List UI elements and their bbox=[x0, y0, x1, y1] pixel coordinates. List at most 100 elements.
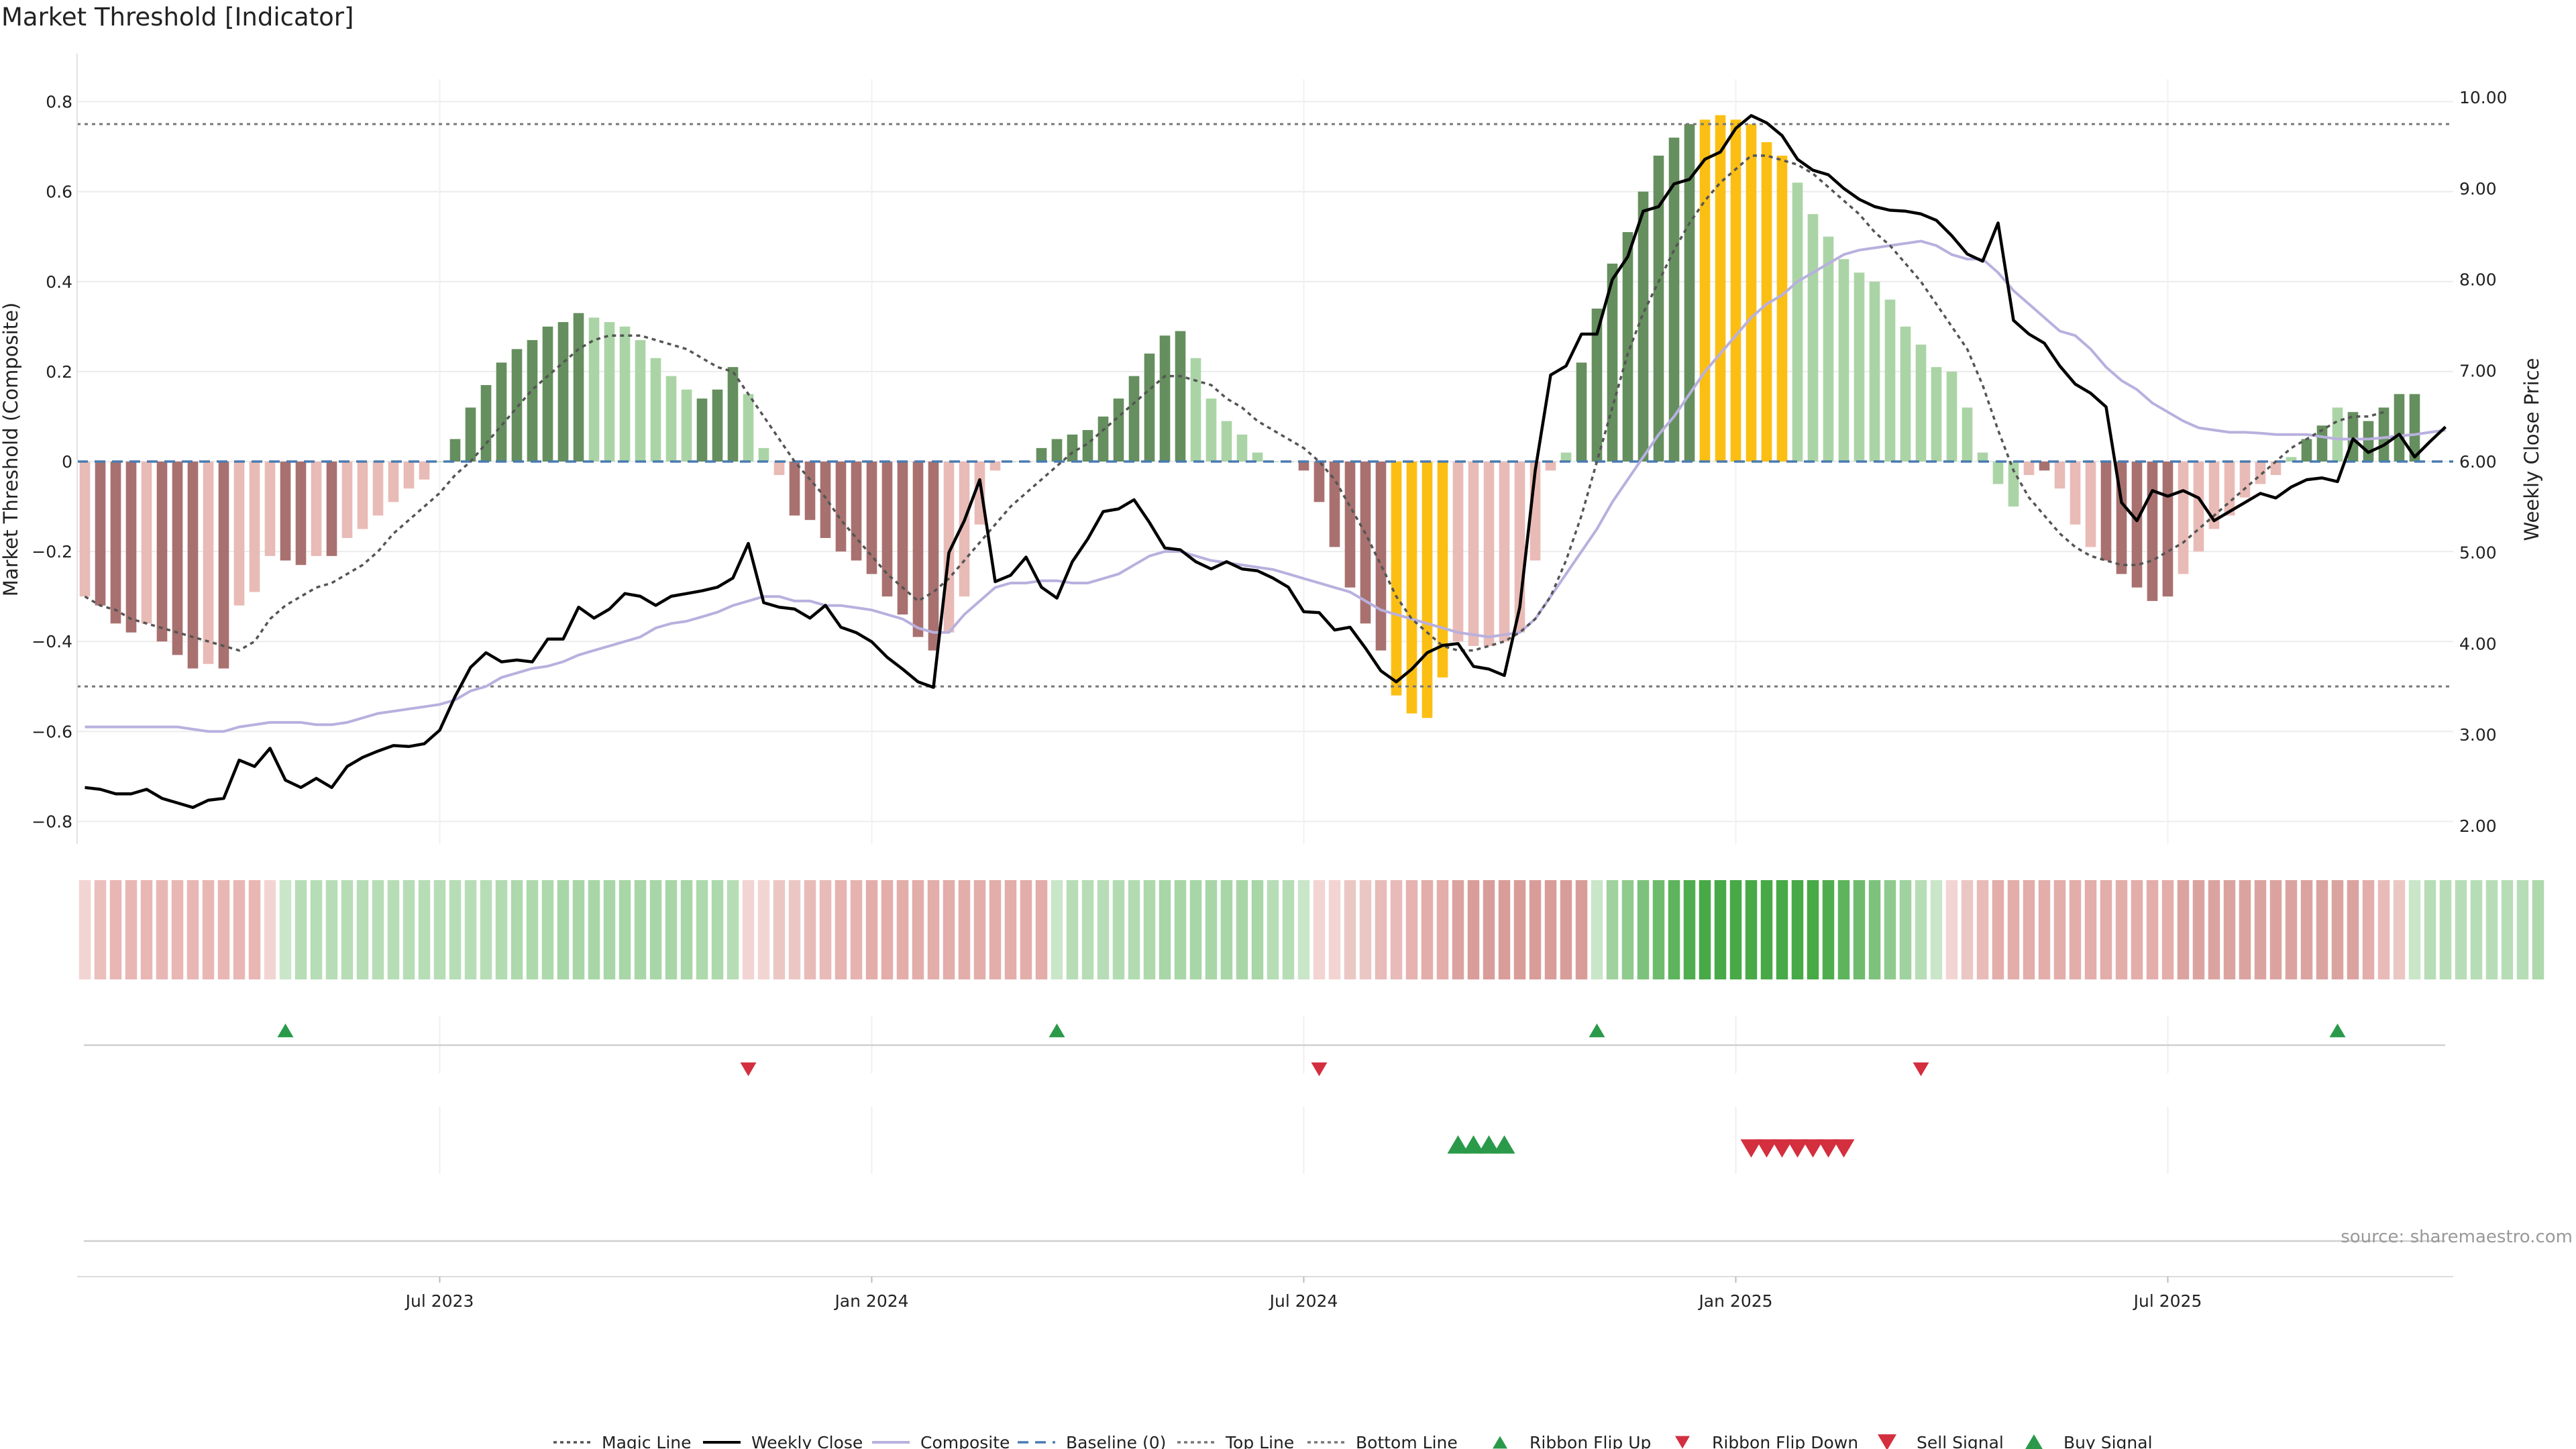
ribbon-cell bbox=[2377, 880, 2390, 979]
composite-bar bbox=[1838, 259, 1849, 462]
composite-bar bbox=[1730, 119, 1741, 462]
composite-bar bbox=[1421, 462, 1433, 718]
composite-bar bbox=[1082, 430, 1093, 462]
composite-bar bbox=[1468, 462, 1479, 646]
ribbon-cell bbox=[356, 880, 369, 979]
composite-bar bbox=[588, 317, 600, 462]
composite-line bbox=[85, 239, 2446, 733]
buy-signal-marker bbox=[1478, 1135, 1500, 1154]
y-right-axis-label: Weekly Close Price bbox=[2520, 358, 2543, 541]
composite-bar bbox=[2301, 439, 2312, 462]
ribbon-cell bbox=[1390, 880, 1403, 979]
composite-bar bbox=[959, 462, 970, 597]
ribbon-cell bbox=[1791, 880, 1804, 979]
y-left-axis-label: Market Threshold (Composite) bbox=[0, 303, 22, 596]
ribbon-cell bbox=[1498, 880, 1511, 979]
ribbon-cell bbox=[2331, 880, 2344, 979]
composite-bar bbox=[820, 462, 831, 538]
ribbon-cell bbox=[202, 880, 215, 979]
ribbon-cell bbox=[1020, 880, 1032, 979]
composite-bar bbox=[110, 462, 121, 624]
ribbon-cell bbox=[511, 880, 523, 979]
ribbon-cell bbox=[649, 880, 662, 979]
composite-bar bbox=[2347, 412, 2359, 462]
ribbon-cell bbox=[1961, 880, 1974, 979]
composite-bar bbox=[1452, 462, 1464, 642]
composite-bar bbox=[1746, 124, 1757, 462]
ribbon-cell bbox=[1976, 880, 1989, 979]
composite-bar bbox=[650, 358, 661, 462]
legend: Magic Line Weekly Close Composite Baseline … bbox=[553, 1433, 2153, 1449]
composite-bar bbox=[1360, 462, 1371, 624]
legend-label: Composite bbox=[920, 1433, 1010, 1449]
ribbon-cell bbox=[372, 880, 384, 979]
ribbon-cell bbox=[819, 880, 832, 979]
y-right-tick-label: 10.00 bbox=[2459, 88, 2508, 107]
ribbon-cell bbox=[1621, 880, 1634, 979]
ribbon-cell bbox=[495, 880, 508, 979]
composite-bar bbox=[1622, 232, 1633, 462]
composite-bar bbox=[1761, 142, 1772, 462]
composite-bar bbox=[141, 462, 152, 624]
composite-bar bbox=[2023, 462, 2035, 476]
ribbon-cell bbox=[541, 880, 554, 979]
composite-bar bbox=[1977, 452, 1988, 462]
composite-bar bbox=[125, 462, 137, 633]
composite-bar bbox=[1869, 281, 1880, 462]
ribbon-flip-down-marker bbox=[1913, 1062, 1929, 1077]
ribbon-cell bbox=[2223, 880, 2236, 979]
x-tick-label: Jan 2024 bbox=[833, 1291, 908, 1311]
ribbon-cell bbox=[1236, 880, 1248, 979]
ribbon-cell bbox=[1606, 880, 1619, 979]
ribbon-cell bbox=[1081, 880, 1094, 979]
ribbon-cell bbox=[757, 880, 770, 979]
ribbon-cell bbox=[294, 880, 307, 979]
x-axis: Jul 2023 Jan 2024 Jul 2024 Jan 2025 Jul 2025 bbox=[405, 1277, 2202, 1311]
composite-bar bbox=[2378, 407, 2390, 462]
ribbon-cell bbox=[1004, 880, 1017, 979]
signals-panel bbox=[77, 1016, 2453, 1277]
ribbon-cell bbox=[217, 880, 230, 979]
composite-bar bbox=[789, 462, 800, 516]
legend-swatch bbox=[1878, 1434, 1896, 1449]
composite-bar bbox=[480, 385, 492, 462]
composite-bar bbox=[712, 389, 723, 462]
ribbon-cell bbox=[2470, 880, 2483, 979]
ribbon-cell bbox=[727, 880, 739, 979]
composite-bar bbox=[897, 462, 908, 614]
legend-label: Weekly Close bbox=[751, 1433, 863, 1449]
legend-swatch bbox=[1675, 1436, 1690, 1449]
ribbon-cell bbox=[1421, 880, 1434, 979]
composite-bar bbox=[1715, 115, 1726, 462]
ribbon-cell bbox=[1529, 880, 1542, 979]
composite-bar bbox=[326, 462, 337, 556]
ribbon-cell bbox=[1930, 880, 1943, 979]
composite-bar bbox=[1854, 272, 1865, 462]
composite-bar bbox=[1344, 462, 1356, 588]
composite-bar bbox=[1776, 156, 1788, 462]
ribbon-cell bbox=[2038, 880, 2051, 979]
ribbon-cell bbox=[264, 880, 276, 979]
buy-signal-marker bbox=[1493, 1135, 1515, 1154]
ribbon-cell bbox=[1051, 880, 1063, 979]
ribbon-cell bbox=[1066, 880, 1079, 979]
ribbon-cell bbox=[1143, 880, 1156, 979]
composite-bar bbox=[851, 462, 862, 561]
composite-bar bbox=[233, 462, 245, 606]
composite-bar bbox=[357, 462, 368, 529]
ribbon-cell bbox=[2485, 880, 2498, 979]
buy-signal-marker bbox=[1447, 1135, 1469, 1154]
composite-bar bbox=[1313, 462, 1325, 502]
composite-bar bbox=[727, 367, 739, 462]
composite-bar bbox=[619, 326, 631, 462]
composite-bar bbox=[835, 462, 847, 552]
composite-bar bbox=[1823, 236, 1834, 462]
composite-bar bbox=[496, 362, 507, 462]
ribbon-cell bbox=[2254, 880, 2267, 979]
ribbon-cell bbox=[341, 880, 354, 979]
ribbon-cell bbox=[1112, 880, 1125, 979]
y-right-tick-label: 8.00 bbox=[2459, 270, 2497, 290]
composite-bar bbox=[1128, 376, 1140, 462]
ribbon-cell bbox=[279, 880, 292, 979]
composite-bar bbox=[527, 339, 538, 462]
